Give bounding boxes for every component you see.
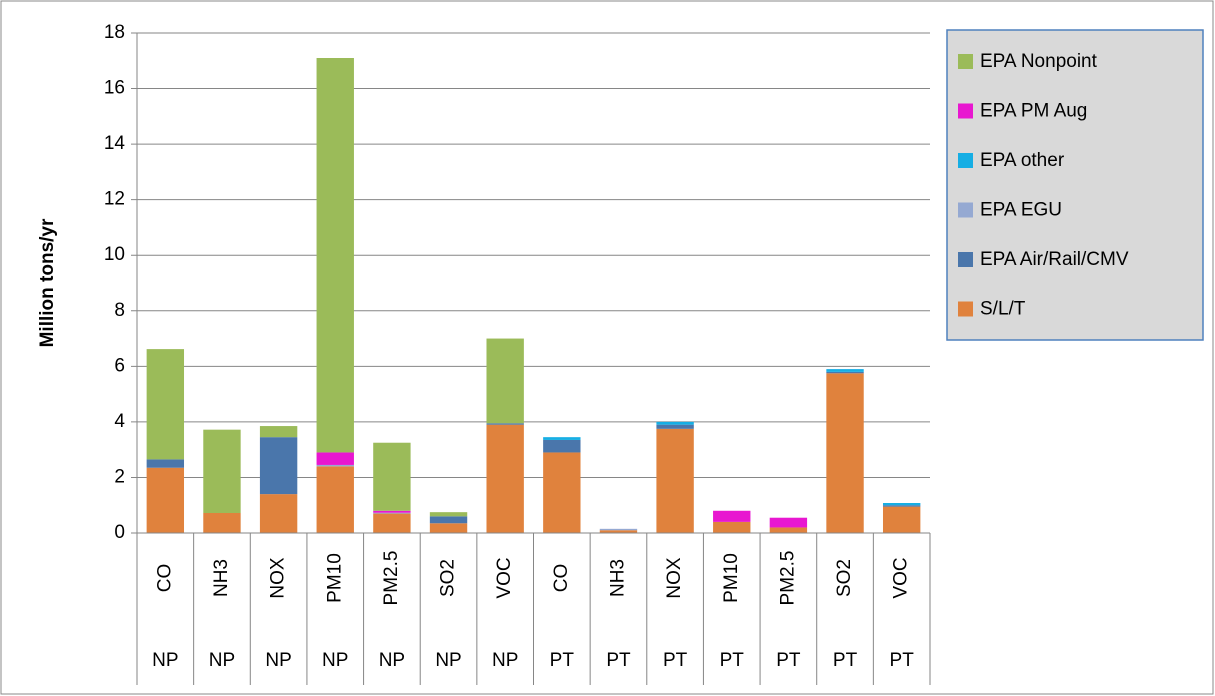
y-tick-label: 6 bbox=[114, 355, 125, 376]
legend-label: EPA PM Aug bbox=[980, 101, 1087, 122]
legend-label: EPA Air/Rail/CMV bbox=[980, 249, 1129, 270]
x-tick-label: VOC bbox=[891, 557, 912, 598]
x-tick-label: SO2 bbox=[834, 559, 855, 597]
bar-segment bbox=[259, 494, 298, 533]
y-tick-label: 14 bbox=[104, 133, 126, 154]
bar-segment bbox=[769, 527, 808, 533]
bar-segment bbox=[429, 523, 468, 533]
x-tick-label: SO2 bbox=[438, 559, 459, 597]
bar-segment bbox=[769, 517, 808, 528]
bar-segment bbox=[316, 466, 354, 533]
y-tick-label: 2 bbox=[114, 466, 125, 487]
y-tick-label: 12 bbox=[104, 189, 125, 210]
x-tick-label: NH3 bbox=[607, 559, 628, 597]
x-tick-label: PM10 bbox=[324, 553, 345, 603]
legend-label: EPA Nonpoint bbox=[980, 51, 1098, 72]
group-label: NP bbox=[322, 650, 348, 671]
bar-segment bbox=[882, 505, 921, 507]
legend-label: EPA EGU bbox=[980, 200, 1062, 221]
group-label: NP bbox=[265, 650, 291, 671]
bar-segment bbox=[543, 439, 581, 453]
bar-segment bbox=[146, 459, 185, 468]
x-tick-label: PM2.5 bbox=[777, 551, 798, 606]
y-tick-label: 18 bbox=[104, 22, 125, 43]
legend-swatch bbox=[958, 301, 973, 317]
group-label: NP bbox=[152, 650, 178, 671]
bar-segment bbox=[486, 423, 524, 425]
bar-segment bbox=[656, 421, 694, 425]
group-label: NP bbox=[435, 650, 461, 671]
x-tick-label: VOC bbox=[494, 557, 515, 598]
bar-segment bbox=[826, 373, 864, 533]
bar-segment bbox=[826, 369, 864, 372]
y-axis-label: Million tons/yr bbox=[37, 218, 58, 347]
group-label: PT bbox=[776, 650, 801, 671]
bar-segment bbox=[373, 510, 411, 513]
group-label: PT bbox=[720, 650, 745, 671]
bar-segment bbox=[656, 428, 694, 533]
bar-segment bbox=[259, 437, 298, 495]
group-label: NP bbox=[379, 650, 405, 671]
bar-segment bbox=[826, 371, 864, 374]
group-label: PT bbox=[550, 650, 575, 671]
legend-box bbox=[946, 29, 1204, 341]
bar-segment bbox=[146, 467, 185, 533]
bar-segment bbox=[713, 510, 751, 522]
bar-segment bbox=[882, 506, 921, 533]
bar-segment bbox=[543, 452, 581, 533]
bar-segment bbox=[599, 530, 638, 533]
x-tick-label: NOX bbox=[664, 557, 685, 599]
y-tick-label: 0 bbox=[114, 522, 125, 543]
bar-segment bbox=[316, 58, 354, 453]
group-label: PT bbox=[663, 650, 688, 671]
bar-segment bbox=[316, 464, 354, 467]
legend-swatch bbox=[958, 103, 973, 119]
bar-segment bbox=[203, 429, 241, 513]
legend-label: S/L/T bbox=[980, 299, 1026, 320]
y-tick-label: 16 bbox=[104, 78, 125, 99]
group-label: PT bbox=[890, 650, 915, 671]
bar-segment bbox=[486, 338, 524, 424]
x-tick-label: CO bbox=[551, 564, 572, 593]
bar-segment bbox=[373, 442, 411, 511]
bar-segment bbox=[373, 513, 411, 533]
legend-label: EPA other bbox=[980, 150, 1065, 171]
bar-segment bbox=[373, 512, 411, 514]
bar-segment bbox=[543, 437, 581, 440]
bar-segment bbox=[316, 452, 354, 465]
bar-segment bbox=[656, 424, 694, 429]
y-tick-label: 8 bbox=[114, 300, 125, 321]
y-tick-label: 4 bbox=[114, 411, 125, 432]
x-tick-label: NOX bbox=[268, 557, 289, 599]
bar-segment bbox=[429, 516, 468, 524]
legend-swatch bbox=[958, 54, 973, 69]
bar-segment bbox=[713, 521, 751, 533]
legend-swatch bbox=[958, 252, 973, 267]
y-tick-label: 10 bbox=[104, 244, 125, 265]
bar-segment bbox=[486, 424, 524, 533]
group-label: NP bbox=[209, 650, 235, 671]
bar-segment bbox=[882, 503, 921, 506]
x-tick-label: PM10 bbox=[721, 553, 742, 603]
x-tick-label: CO bbox=[154, 564, 175, 593]
group-label: PT bbox=[606, 650, 631, 671]
legend-swatch bbox=[958, 202, 973, 218]
bar-segment bbox=[203, 513, 241, 533]
bar-segment bbox=[146, 349, 185, 460]
bar-segment bbox=[259, 426, 298, 438]
legend-swatch bbox=[958, 153, 973, 168]
bar-segment bbox=[429, 512, 468, 517]
x-tick-label: NH3 bbox=[211, 559, 232, 597]
x-tick-label: PM2.5 bbox=[381, 551, 402, 606]
group-label: NP bbox=[492, 650, 518, 671]
group-label: PT bbox=[833, 650, 858, 671]
bar-segment bbox=[599, 528, 638, 531]
